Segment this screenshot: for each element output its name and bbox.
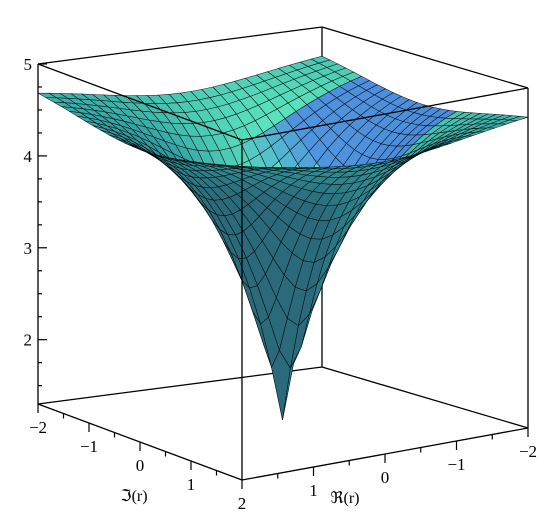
surface-patch <box>234 167 254 170</box>
box-edge <box>37 63 243 141</box>
z-tick-label: 5 <box>24 55 33 74</box>
x-tick-label: 1 <box>309 481 318 500</box>
z-tick-label: 2 <box>24 331 33 350</box>
y-tick-label: 1 <box>187 475 196 494</box>
box-edge <box>321 366 529 429</box>
surface-mesh <box>36 55 529 420</box>
axis-ticks <box>37 63 529 489</box>
x-tick-label: −1 <box>447 455 465 474</box>
x-tick-label: 0 <box>381 468 390 487</box>
z-tick-label: 4 <box>24 147 33 166</box>
y-axis-label: ℑ(r) <box>120 488 147 505</box>
y-tick-label: 2 <box>238 494 247 513</box>
box-edge <box>37 26 323 65</box>
axis-tick-labels: 1 0 −1 −2 −2 −1 0 1 2 5 4 3 2 <box>24 55 538 513</box>
z-tick-label: 3 <box>24 239 33 258</box>
y-tick-label: 0 <box>136 456 145 475</box>
box-edge <box>321 26 529 89</box>
box-edge <box>241 87 529 141</box>
x-tick-label: −2 <box>519 442 537 461</box>
x-axis-label: ℜ(r) <box>330 490 359 507</box>
y-tick-label: −2 <box>29 418 47 437</box>
y-tick-label: −1 <box>80 437 98 456</box>
